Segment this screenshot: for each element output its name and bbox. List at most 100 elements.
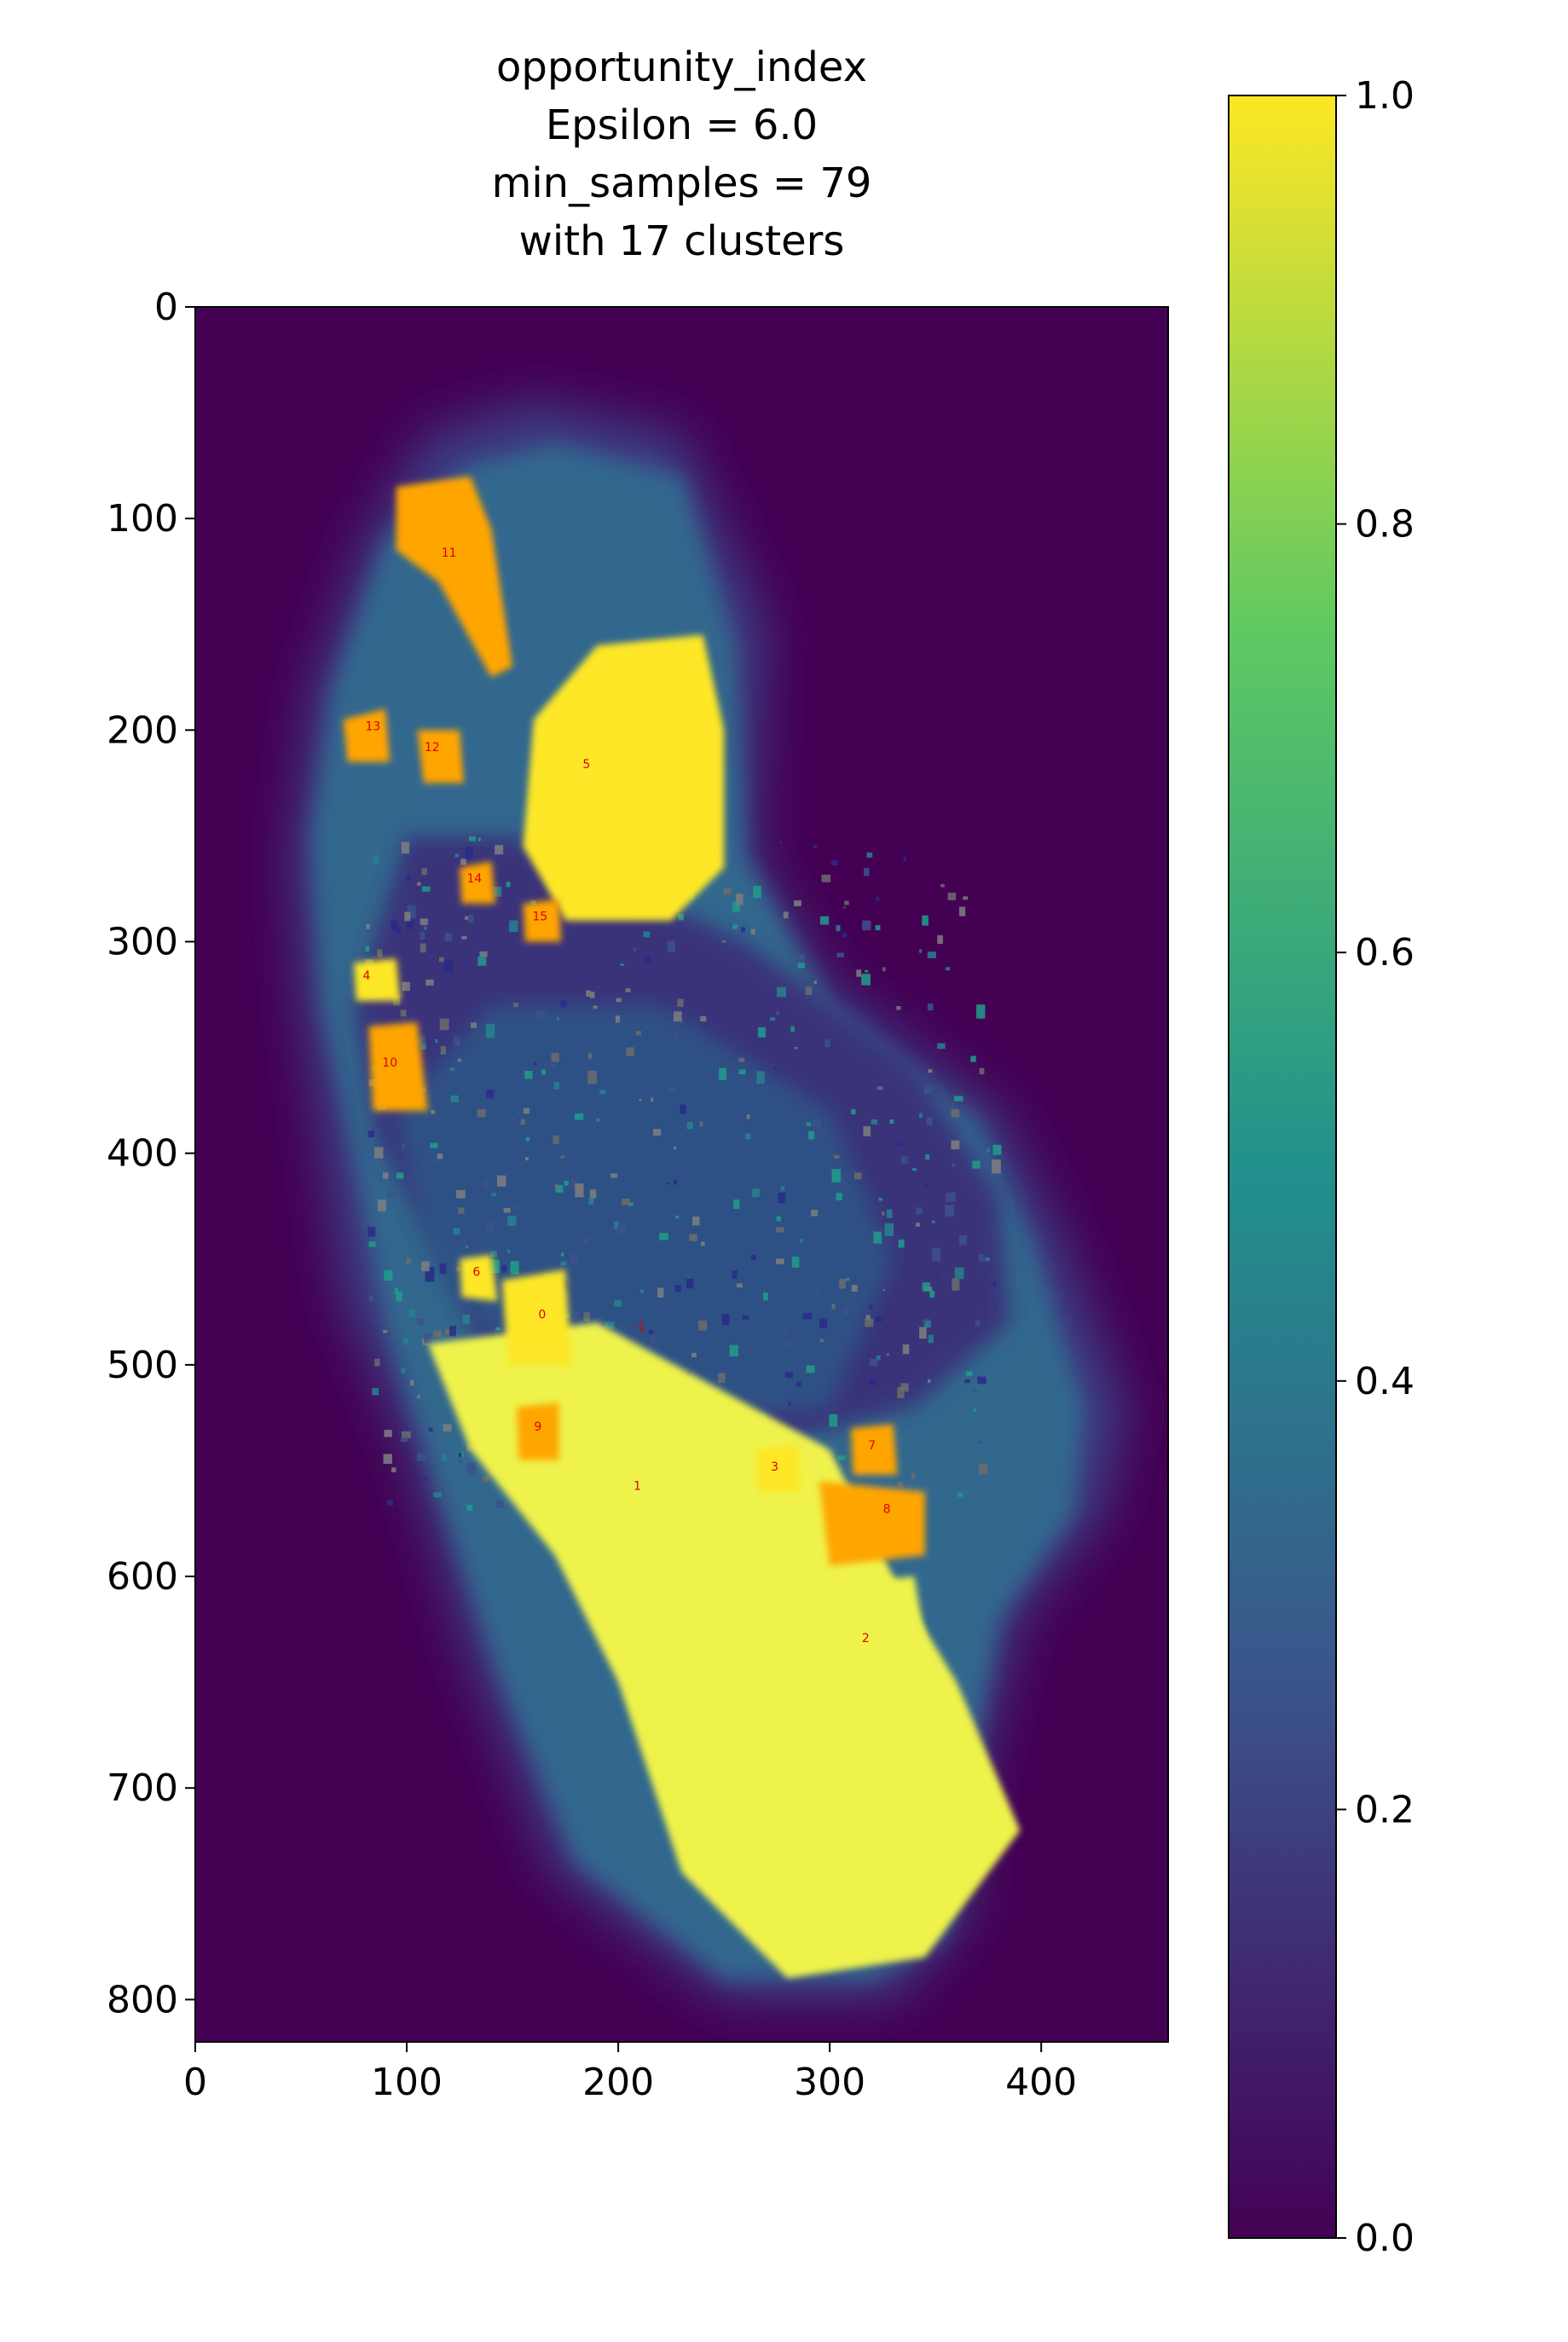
heatmap-point <box>918 1113 923 1118</box>
heatmap-point <box>450 1095 460 1103</box>
heatmap-point <box>678 914 684 921</box>
heatmap-point <box>400 1009 407 1017</box>
heatmap-point <box>851 1108 856 1115</box>
heatmap-point <box>811 1210 819 1217</box>
heatmap-point <box>408 1309 416 1317</box>
heatmap-point <box>643 931 651 938</box>
title-line: min_samples = 79 <box>492 159 872 207</box>
heatmap-point <box>931 1220 935 1223</box>
heatmap-point <box>409 1379 414 1386</box>
heatmap-point <box>745 1133 751 1140</box>
heatmap-point <box>510 1117 516 1123</box>
heatmap-point <box>466 1505 473 1511</box>
heatmap-point <box>575 1183 584 1198</box>
heatmap-point <box>973 1389 978 1393</box>
heatmap-point <box>506 1249 511 1253</box>
heatmap-point <box>560 1155 565 1159</box>
heatmap-point <box>884 1223 894 1236</box>
heatmap-point <box>421 1261 430 1272</box>
heatmap-point <box>903 857 906 862</box>
heatmap-point <box>972 1160 981 1169</box>
heatmap-point <box>916 1207 923 1215</box>
heatmap-point <box>940 883 945 888</box>
heatmap-point <box>952 1164 956 1168</box>
heatmap-point <box>992 1281 997 1287</box>
heatmap-point <box>406 875 412 882</box>
x-tick-label: 400 <box>1005 2061 1077 2104</box>
heatmap-point <box>507 1216 517 1226</box>
heatmap-point <box>796 955 805 963</box>
heatmap-point <box>424 1477 428 1481</box>
heatmap-point <box>417 1035 425 1045</box>
heatmap-point <box>384 1269 393 1281</box>
cluster-regions <box>343 476 1021 1979</box>
heatmap-point <box>533 1062 537 1066</box>
cluster-region-11 <box>396 476 513 678</box>
heatmap-point <box>391 1467 396 1472</box>
heatmap-point <box>979 1463 987 1475</box>
heatmap-point <box>599 1090 606 1095</box>
heatmap-point <box>431 1109 436 1114</box>
heatmap-point <box>979 1067 985 1075</box>
heatmap-point <box>819 916 830 925</box>
heatmap-point <box>865 969 869 973</box>
colorbar-tick-label: 0.8 <box>1355 503 1415 546</box>
heatmap-point <box>836 952 845 957</box>
heatmap-point <box>397 1431 402 1435</box>
heatmap-point <box>439 1264 447 1275</box>
heatmap-point <box>830 860 838 865</box>
heatmap-point <box>897 1386 905 1399</box>
heatmap-point <box>719 1067 726 1080</box>
heatmap-point <box>692 1216 700 1226</box>
title-line: with 17 clusters <box>519 217 845 265</box>
heatmap-point <box>406 1258 411 1264</box>
heatmap-point <box>886 1352 889 1356</box>
cluster-label: 11 <box>442 546 457 560</box>
heatmap-point <box>438 957 445 963</box>
chart-title: opportunity_index Epsilon = 6.0 min_samp… <box>492 43 872 265</box>
heatmap-point <box>977 1376 987 1385</box>
heatmap-point <box>633 947 637 951</box>
colorbar: 0.0 0.2 0.4 0.6 0.8 1.0 <box>1228 74 1415 2260</box>
heatmap-point <box>815 1292 819 1297</box>
heatmap-point <box>419 943 426 953</box>
y-tick-label: 600 <box>107 1555 178 1599</box>
y-tick-label: 500 <box>107 1344 178 1387</box>
heatmap-point <box>926 1117 933 1125</box>
heatmap-point <box>648 1329 654 1334</box>
heatmap-point <box>958 1235 967 1246</box>
heatmap-point <box>831 1304 836 1310</box>
heatmap-point <box>802 1313 813 1320</box>
heatmap-point <box>958 1492 963 1497</box>
title-line: Epsilon = 6.0 <box>546 101 818 149</box>
heatmap-point <box>736 1283 743 1288</box>
heatmap-point <box>947 892 957 900</box>
heatmap-point <box>800 1238 803 1243</box>
heatmap-point <box>477 1108 486 1118</box>
x-axis: 0 100 200 300 400 <box>183 2042 1077 2104</box>
x-tick-label: 300 <box>794 2061 865 2104</box>
cluster-region-9 <box>517 1402 559 1460</box>
heatmap-point <box>869 1378 877 1385</box>
heatmap-point <box>384 1430 392 1437</box>
heatmap-point <box>651 1336 657 1344</box>
heatmap-point <box>435 1038 438 1044</box>
heatmap-point <box>503 1207 511 1213</box>
heatmap-point <box>770 1017 775 1021</box>
heatmap-point <box>553 1135 559 1144</box>
heatmap-point <box>551 1053 559 1062</box>
heatmap-point <box>443 959 454 973</box>
heatmap-point <box>945 1205 955 1217</box>
cluster-region-10 <box>368 1021 428 1112</box>
heatmap-point <box>465 1245 469 1249</box>
heatmap-point <box>796 1381 801 1387</box>
heatmap-point <box>797 962 805 969</box>
heatmap-point <box>377 949 383 957</box>
heatmap-point <box>866 852 873 858</box>
heatmap-point <box>583 1312 590 1321</box>
heatmap-point <box>407 905 416 918</box>
y-tick-label: 400 <box>107 1132 178 1176</box>
heatmap-point <box>466 1462 477 1476</box>
heatmap-point <box>445 1328 454 1335</box>
heatmap-point <box>489 1259 500 1274</box>
